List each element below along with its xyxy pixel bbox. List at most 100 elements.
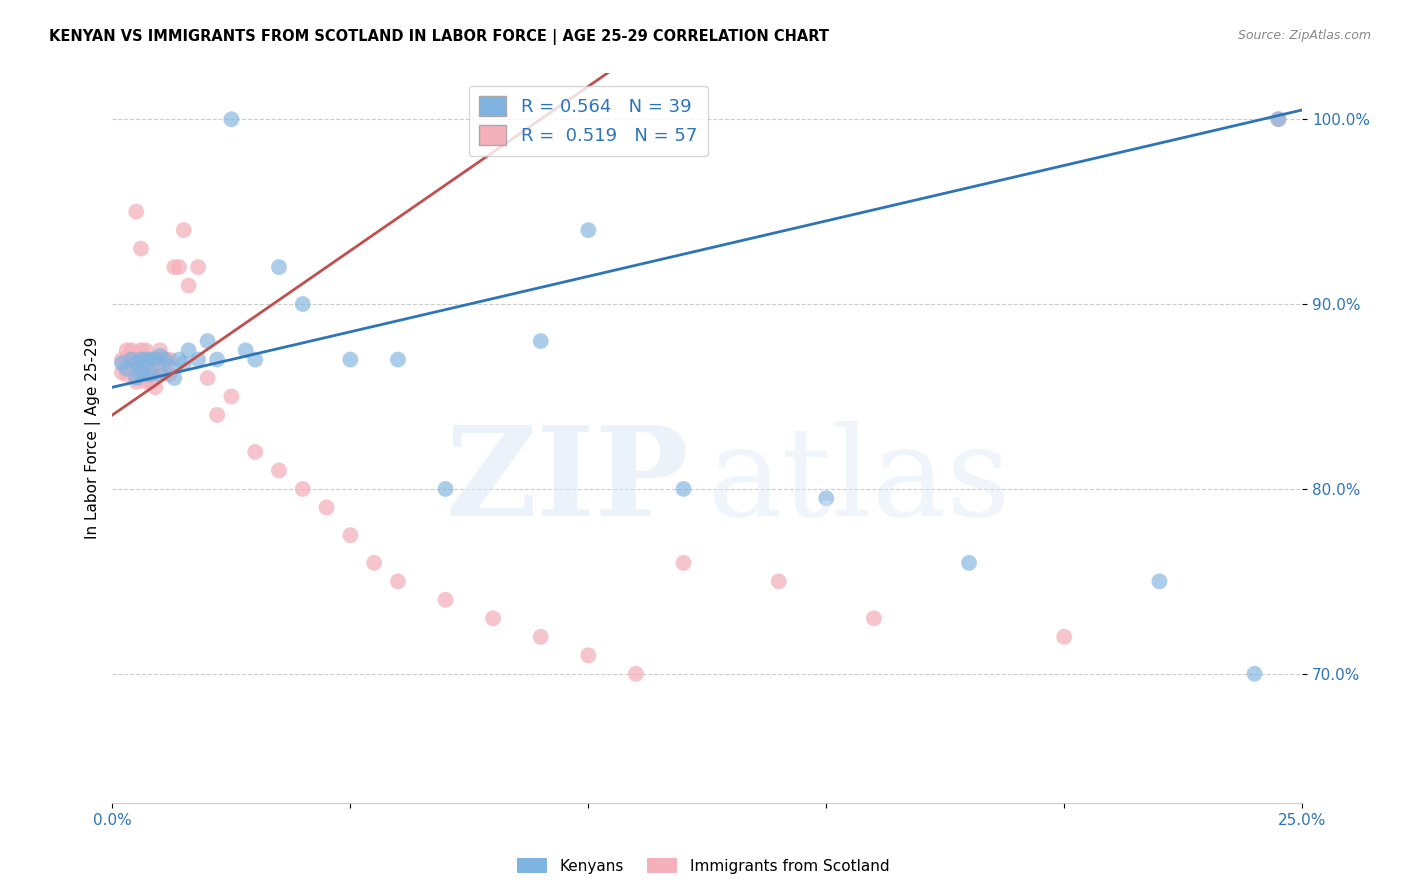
Point — [672, 556, 695, 570]
Point — [167, 352, 190, 367]
Point — [576, 223, 599, 237]
Point — [135, 366, 157, 380]
Point — [135, 375, 157, 389]
Point — [177, 343, 200, 358]
Point — [530, 334, 553, 348]
Point — [139, 366, 162, 380]
Point — [129, 352, 152, 367]
Point — [243, 445, 266, 459]
Point — [120, 352, 142, 367]
Point — [1267, 112, 1289, 127]
Point — [163, 260, 186, 274]
Point — [957, 556, 980, 570]
Point — [205, 352, 228, 367]
Text: Source: ZipAtlas.com: Source: ZipAtlas.com — [1237, 29, 1371, 43]
Point — [167, 260, 190, 274]
Point — [135, 352, 157, 367]
Point — [135, 368, 157, 382]
Point — [863, 611, 886, 625]
Point — [120, 343, 142, 358]
Point — [139, 352, 162, 367]
Point — [339, 352, 361, 367]
Point — [125, 375, 148, 389]
Point — [624, 666, 647, 681]
Point — [576, 648, 599, 663]
Point — [339, 528, 361, 542]
Point — [135, 352, 157, 367]
Point — [197, 371, 219, 385]
Point — [434, 592, 457, 607]
Point — [267, 260, 290, 274]
Point — [129, 343, 152, 358]
Point — [143, 380, 166, 394]
Point — [125, 352, 148, 367]
Point — [143, 352, 166, 367]
Point — [111, 352, 134, 367]
Text: atlas: atlas — [707, 421, 1011, 542]
Legend: R = 0.564   N = 39, R =  0.519   N = 57: R = 0.564 N = 39, R = 0.519 N = 57 — [468, 86, 709, 156]
Point — [153, 352, 176, 367]
Point — [187, 352, 209, 367]
Point — [267, 463, 290, 477]
Point — [115, 352, 138, 367]
Point — [173, 223, 195, 237]
Point — [143, 366, 166, 380]
Point — [159, 352, 181, 367]
Point — [111, 366, 134, 380]
Point — [1267, 112, 1289, 127]
Text: ZIP: ZIP — [446, 421, 689, 542]
Point — [125, 204, 148, 219]
Point — [159, 368, 181, 382]
Point — [815, 491, 838, 505]
Point — [149, 352, 172, 367]
Point — [120, 352, 142, 367]
Point — [221, 390, 243, 404]
Point — [153, 366, 176, 380]
Point — [482, 611, 505, 625]
Point — [434, 482, 457, 496]
Point — [135, 343, 157, 358]
Point — [768, 574, 790, 589]
Point — [1149, 574, 1171, 589]
Point — [387, 352, 409, 367]
Point — [387, 574, 409, 589]
Point — [129, 366, 152, 380]
Point — [149, 343, 172, 358]
Point — [363, 556, 385, 570]
Point — [235, 343, 257, 358]
Point — [173, 356, 195, 370]
Point — [129, 366, 152, 380]
Point — [149, 349, 172, 363]
Point — [149, 366, 172, 380]
Point — [205, 408, 228, 422]
Point — [139, 352, 162, 367]
Point — [129, 242, 152, 256]
Point — [672, 482, 695, 496]
Point — [1243, 666, 1265, 681]
Legend: Kenyans, Immigrants from Scotland: Kenyans, Immigrants from Scotland — [510, 852, 896, 880]
Point — [115, 343, 138, 358]
Y-axis label: In Labor Force | Age 25-29: In Labor Force | Age 25-29 — [86, 337, 101, 540]
Point — [125, 366, 148, 380]
Point — [197, 334, 219, 348]
Point — [530, 630, 553, 644]
Point — [111, 356, 134, 370]
Point — [243, 352, 266, 367]
Point — [163, 371, 186, 385]
Point — [221, 112, 243, 127]
Point — [115, 361, 138, 376]
Point — [291, 297, 314, 311]
Point — [159, 359, 181, 374]
Point — [291, 482, 314, 496]
Point — [153, 352, 176, 367]
Point — [125, 356, 148, 370]
Text: KENYAN VS IMMIGRANTS FROM SCOTLAND IN LABOR FORCE | AGE 25-29 CORRELATION CHART: KENYAN VS IMMIGRANTS FROM SCOTLAND IN LA… — [49, 29, 830, 45]
Point — [139, 368, 162, 382]
Point — [177, 278, 200, 293]
Point — [139, 375, 162, 389]
Point — [149, 368, 172, 382]
Point — [187, 260, 209, 274]
Point — [115, 368, 138, 382]
Point — [315, 500, 337, 515]
Point — [143, 352, 166, 367]
